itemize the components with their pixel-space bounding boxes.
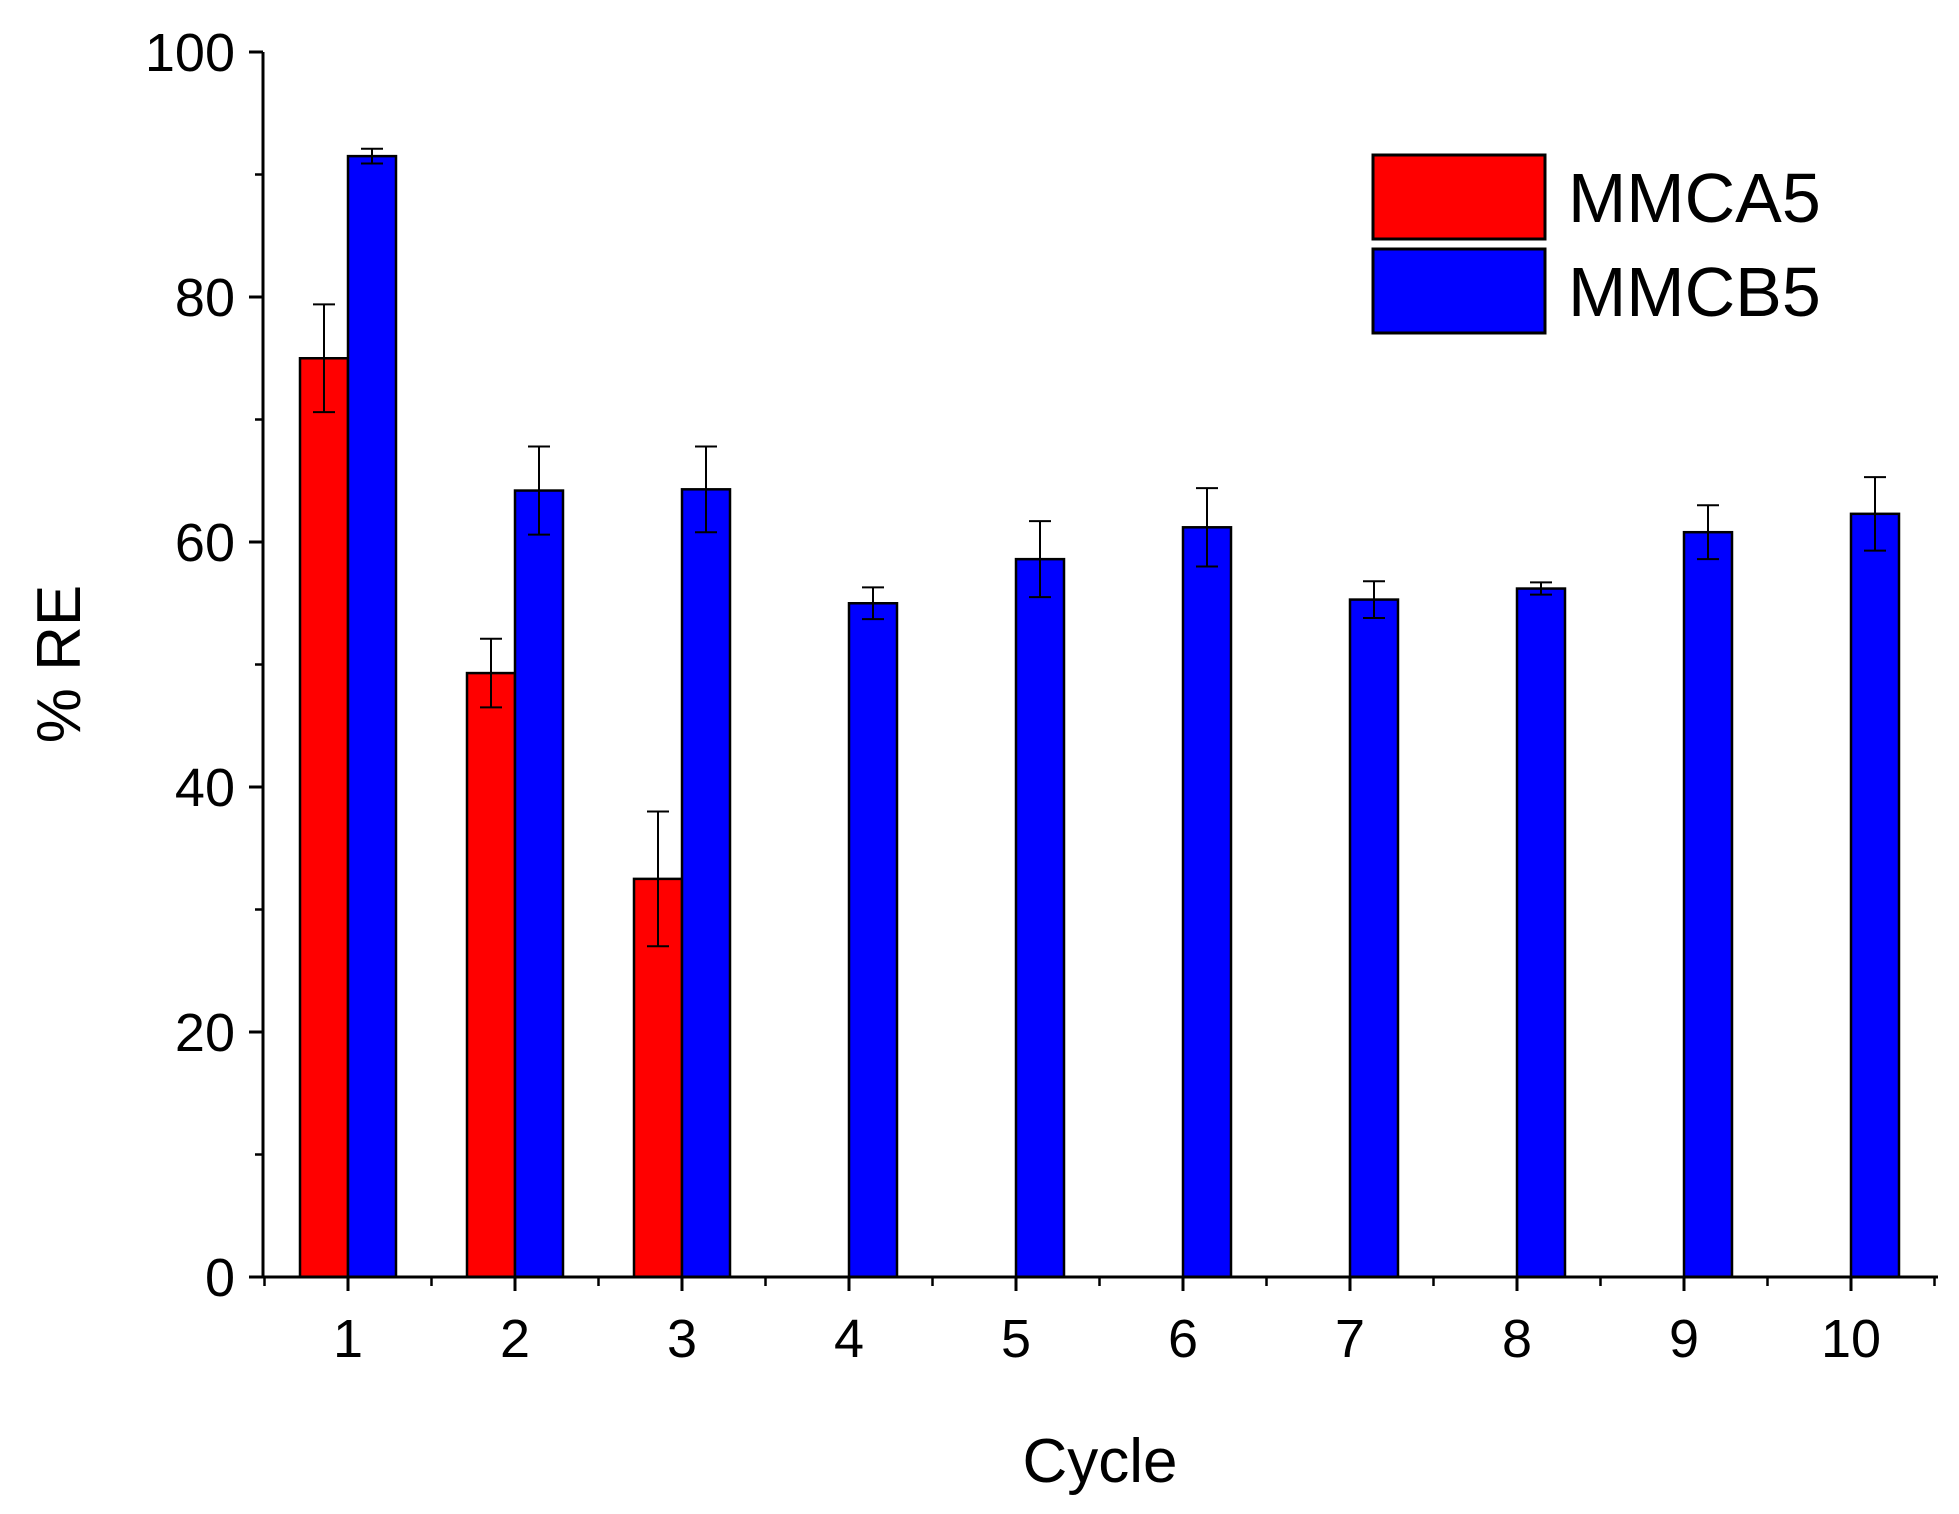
legend-label-mmcb5: MMCB5 — [1568, 253, 1821, 331]
x-tick-label: 9 — [1669, 1309, 1699, 1369]
bars-layer — [298, 154, 1901, 1279]
y-tick-label: 40 — [175, 758, 235, 818]
y-tick-label: 20 — [175, 1003, 235, 1063]
bar-mmcb5-cycle-10 — [1849, 512, 1901, 1279]
bar-mmca5-cycle-2 — [465, 671, 517, 1279]
x-tick-label: 5 — [1001, 1309, 1031, 1369]
bar-mmca5-cycle-1 — [298, 357, 350, 1279]
bar-mmcb5-cycle-9 — [1682, 530, 1734, 1279]
bar-mmcb5-cycle-6 — [1181, 526, 1233, 1279]
bar-mmcb5-cycle-7 — [1348, 598, 1400, 1279]
legend-swatch-mmca5 — [1371, 153, 1547, 241]
x-tick-label: 3 — [667, 1309, 697, 1369]
bar-mmcb5-cycle-2 — [513, 489, 565, 1279]
legend: MMCA5 MMCB5 — [1371, 153, 1821, 335]
y-tick-label: 60 — [175, 513, 235, 573]
x-tick-label: 6 — [1168, 1309, 1198, 1369]
x-axis-title: Cycle — [1022, 1427, 1177, 1496]
y-axis-title: % RE — [25, 585, 94, 743]
legend-swatch-mmcb5 — [1371, 247, 1547, 335]
bar-mmcb5-cycle-5 — [1014, 557, 1066, 1279]
error-bars-layer — [313, 147, 1886, 948]
ticks-layer: 0 20 40 60 80 100 1 2 3 4 5 6 7 8 9 10 — [145, 23, 1936, 1369]
bar-mmcb5-cycle-1 — [346, 154, 398, 1279]
bar-mmcb5-cycle-8 — [1515, 587, 1567, 1279]
bar-mmcb5-cycle-3 — [680, 488, 732, 1279]
bar-mmcb5-cycle-4 — [847, 602, 899, 1279]
x-tick-label: 10 — [1821, 1309, 1881, 1369]
x-tick-label: 1 — [333, 1309, 363, 1369]
y-tick-label: 0 — [205, 1248, 235, 1308]
legend-label-mmca5: MMCA5 — [1568, 159, 1821, 237]
x-tick-label: 4 — [834, 1309, 864, 1369]
x-tick-label: 2 — [500, 1309, 530, 1369]
y-tick-label: 80 — [175, 268, 235, 328]
y-tick-label: 100 — [145, 23, 235, 83]
x-tick-label: 8 — [1502, 1309, 1532, 1369]
x-tick-label: 7 — [1335, 1309, 1365, 1369]
